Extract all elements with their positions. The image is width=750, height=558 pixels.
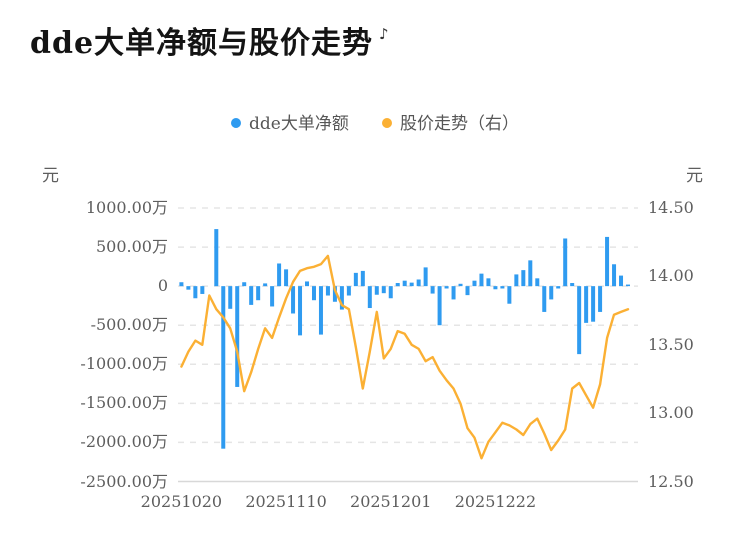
bar[interactable] [556,286,561,289]
x-axis-label: 20251222 [454,492,537,511]
bar[interactable] [535,278,540,287]
bar[interactable] [465,286,470,296]
y-axis-label-left: -2500.00万 [80,471,168,491]
x-axis-label: 20251020 [140,492,223,511]
bar[interactable] [353,272,358,287]
price-line[interactable] [180,254,630,460]
bar[interactable] [200,286,205,294]
page-title-text: dde大单净额与股价走势 [30,26,374,61]
y-axis-label-left: 500.00万 [96,237,168,257]
bar[interactable] [430,286,435,294]
bar[interactable] [507,286,512,304]
bar[interactable] [270,286,275,307]
legend-item-price-trend[interactable]: 股价走势（右） [381,109,519,134]
bar[interactable] [584,286,589,323]
bar[interactable] [514,274,519,287]
bar[interactable] [221,286,226,449]
bar[interactable] [570,283,575,287]
bar[interactable] [619,275,624,287]
x-axis-label: 20251110 [245,492,327,511]
bar[interactable] [444,286,449,289]
legend-label: dde大单净额 [249,114,349,134]
y-axis-label-right: 14.50 [648,198,694,217]
bar[interactable] [235,286,240,387]
bar[interactable] [486,278,491,287]
bar[interactable] [528,260,533,287]
bar[interactable] [179,282,184,287]
legend-label: 股价走势（右） [399,114,519,134]
y-axis-label-left: -1000.00万 [80,354,168,374]
legend-item-dde-net[interactable]: dde大单净额 [231,109,349,134]
bar[interactable] [577,286,582,355]
y-axis-label-left: 0 [157,276,168,296]
bar[interactable] [249,286,254,305]
bar[interactable] [277,263,282,287]
left-axis-unit: 元 [42,166,59,186]
bar[interactable] [291,286,296,314]
bar[interactable] [591,286,596,322]
bar[interactable] [193,286,198,299]
bar[interactable] [305,281,310,287]
bar[interactable] [381,286,386,294]
y-axis-label-right: 14.00 [648,266,694,286]
bar[interactable] [563,238,568,287]
bar[interactable] [479,273,484,287]
y-axis-label-left: -500.00万 [90,315,168,335]
bar[interactable] [284,269,289,287]
bar[interactable] [500,286,505,289]
bar[interactable] [402,280,407,287]
bar[interactable] [298,286,303,336]
bar[interactable] [521,270,526,287]
page-title: dde大单净额与股价走势 ♪ [30,18,390,62]
legend-dot-yellow-icon [381,118,392,128]
bar[interactable] [626,284,630,287]
bar[interactable] [186,286,191,290]
bar[interactable] [256,286,261,301]
bar[interactable] [325,286,330,296]
bar[interactable] [332,286,337,302]
legend-dot-blue-icon [231,118,242,128]
bar[interactable] [416,279,421,287]
bar[interactable] [598,286,603,312]
bar[interactable] [423,267,428,287]
bar[interactable] [472,280,477,287]
bar[interactable] [605,236,610,287]
bar[interactable] [549,286,554,300]
bar[interactable] [451,286,456,300]
y-axis-label-right: 13.50 [648,334,694,354]
bar[interactable] [374,286,379,295]
bar[interactable] [612,264,617,287]
bar[interactable] [367,286,372,309]
bar[interactable] [263,283,268,287]
bar[interactable] [409,282,414,287]
bar[interactable] [346,286,351,296]
bar[interactable] [395,283,400,287]
x-axis-label: 20251201 [350,492,432,511]
bar[interactable] [242,282,247,287]
bar[interactable] [437,286,442,326]
bar[interactable] [339,286,344,310]
bar[interactable] [318,286,323,335]
bar[interactable] [360,270,365,287]
bar[interactable] [388,286,393,299]
y-axis-label-left: -1500.00万 [80,393,168,413]
y-axis-label-left: 1000.00万 [85,198,168,217]
bar[interactable] [214,229,219,287]
bar[interactable] [458,283,463,287]
bar[interactable] [493,286,498,290]
bar[interactable] [311,286,316,301]
y-axis-label-right: 12.50 [648,471,694,491]
bar[interactable] [228,286,233,309]
right-axis-unit: 元 [686,166,703,186]
y-axis-label-left: -2000.00万 [80,432,168,452]
chart-legend: dde大单净额 股价走势（右） [0,109,750,134]
title-decoration-mark: ♪ [379,25,390,43]
y-axis-label-right: 13.00 [648,403,694,423]
bar[interactable] [542,286,547,312]
